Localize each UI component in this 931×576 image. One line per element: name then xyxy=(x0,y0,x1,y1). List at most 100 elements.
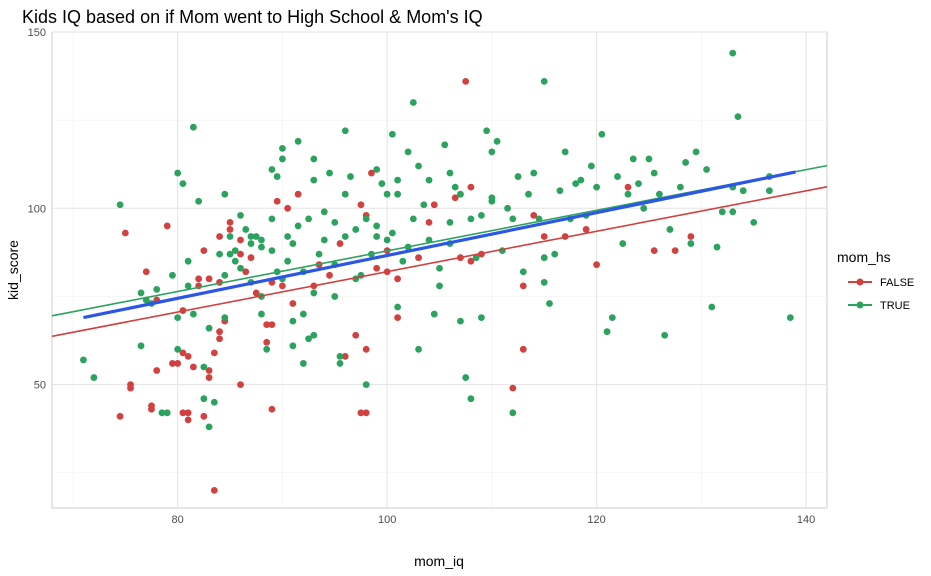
data-point xyxy=(540,254,548,262)
fit-line-false xyxy=(51,186,828,338)
data-point xyxy=(493,137,501,145)
data-point xyxy=(729,49,737,57)
data-point xyxy=(279,155,286,163)
data-point xyxy=(347,173,354,180)
data-point xyxy=(572,180,580,188)
data-point xyxy=(383,190,391,198)
axis-ticks: 80 100 120 140 50 100 150 xyxy=(28,27,816,526)
data-point xyxy=(425,176,433,184)
data-point xyxy=(210,349,218,357)
data-point xyxy=(169,271,176,279)
data-point xyxy=(237,236,244,244)
data-point xyxy=(153,285,161,293)
data-point xyxy=(184,282,192,290)
data-point xyxy=(666,226,674,233)
data-point xyxy=(462,374,470,381)
data-point xyxy=(258,310,265,318)
grid-lines xyxy=(52,31,827,508)
data-point xyxy=(394,275,402,283)
data-point xyxy=(289,317,297,325)
data-point xyxy=(299,360,307,367)
data-point xyxy=(189,310,197,318)
data-point xyxy=(477,314,485,321)
data-point xyxy=(650,247,658,255)
data-point xyxy=(394,314,402,321)
legend-item-true: TRUE xyxy=(848,300,910,312)
data-point xyxy=(713,243,721,251)
data-point xyxy=(268,247,276,255)
data-point xyxy=(237,264,244,272)
y-tick-label: 50 xyxy=(34,380,46,392)
data-point xyxy=(546,300,553,307)
data-point xyxy=(394,176,402,184)
data-point xyxy=(137,289,145,297)
chart-title: Kids IQ based on if Mom went to High Sch… xyxy=(22,7,483,27)
x-tick-label: 120 xyxy=(587,514,605,526)
data-point xyxy=(289,342,297,350)
data-point xyxy=(242,226,250,233)
data-point xyxy=(394,190,402,198)
data-point xyxy=(200,412,208,420)
data-point xyxy=(750,219,758,226)
data-point xyxy=(231,247,239,255)
data-point xyxy=(373,233,381,240)
data-point xyxy=(399,257,407,265)
data-point xyxy=(362,345,370,353)
data-point xyxy=(247,254,255,262)
data-point xyxy=(436,264,443,272)
data-point xyxy=(383,236,391,244)
data-point xyxy=(226,233,234,240)
y-tick-label: 100 xyxy=(28,203,46,215)
data-point xyxy=(153,367,161,374)
data-point xyxy=(488,194,496,202)
data-point xyxy=(331,219,339,226)
data-point xyxy=(252,289,260,297)
data-point xyxy=(268,321,276,329)
data-point xyxy=(289,300,297,307)
data-point xyxy=(472,254,480,262)
data-point xyxy=(158,409,166,417)
data-point xyxy=(284,257,292,265)
data-point xyxy=(388,130,396,138)
data-point xyxy=(530,169,538,177)
data-point xyxy=(336,240,344,247)
data-point xyxy=(373,222,381,230)
data-point xyxy=(184,352,192,360)
data-point xyxy=(540,278,548,286)
data-point xyxy=(326,271,333,279)
data-point xyxy=(263,338,271,346)
y-axis-label: kid_score xyxy=(5,240,21,300)
data-point xyxy=(237,250,244,258)
data-point xyxy=(530,211,538,219)
data-point xyxy=(116,412,124,420)
data-point xyxy=(457,190,464,198)
legend-item-false: FALSE xyxy=(848,277,914,289)
data-point xyxy=(231,257,239,265)
data-point xyxy=(436,282,443,290)
data-point xyxy=(305,215,312,223)
data-point xyxy=(373,166,381,173)
data-point xyxy=(174,345,182,353)
data-point xyxy=(189,363,197,371)
data-point xyxy=(258,243,265,251)
data-point xyxy=(786,314,794,321)
data-point xyxy=(200,247,208,255)
x-axis-label: mom_iq xyxy=(414,553,464,569)
data-point xyxy=(184,257,192,265)
data-point xyxy=(80,356,87,364)
data-point xyxy=(519,345,527,353)
data-point xyxy=(216,328,223,336)
legend-title: mom_hs xyxy=(837,249,891,265)
data-point xyxy=(603,328,611,336)
data-point xyxy=(174,360,182,367)
data-point xyxy=(189,123,197,131)
data-point xyxy=(336,352,344,360)
data-point xyxy=(305,335,312,343)
data-point xyxy=(624,190,632,198)
data-point xyxy=(687,240,695,247)
data-point xyxy=(425,219,433,226)
data-point xyxy=(457,317,464,325)
data-point xyxy=(184,416,192,424)
data-point xyxy=(284,204,292,212)
